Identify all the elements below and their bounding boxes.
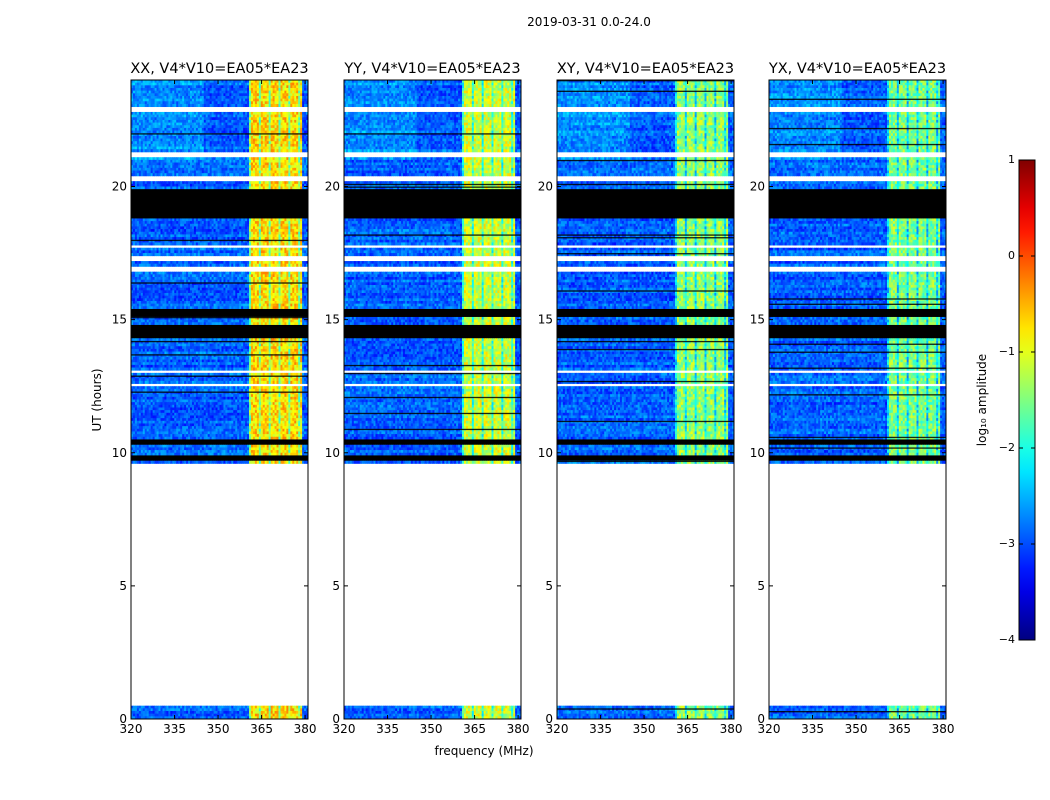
figure-suptitle: 2019-03-31 0.0-24.0 [527,15,651,29]
colorbar-tick-label: −2 [999,441,1015,454]
y-tick-label: 0 [545,712,553,726]
x-tick-label: 320 [333,722,356,736]
x-tick-label: 320 [120,722,143,736]
y-tick-label: 0 [119,712,127,726]
y-tick-label: 10 [750,446,765,460]
panels-group: 320 335 350 365 380 0 5 10 15 20 XX, V4*V10=EA05*E… [112,61,955,736]
panel-xy: 320 335 350 365 380 0 5 10 15 20 XY, V4*V10=EA05*E… [538,61,743,736]
y-tick-label: 15 [325,313,340,327]
y-axis-label: UT (hours) [90,368,104,431]
panel-yx: 320 335 350 365 380 0 5 10 15 20 YX, V4*V10=EA05*E… [750,61,955,736]
y-tick-label: 20 [538,180,553,194]
colorbar-gradient [1018,159,1036,641]
y-tick-label: 20 [325,180,340,194]
panel-image [131,80,308,719]
colorbar-tick-label: −3 [999,537,1015,550]
x-tick-label: 335 [589,722,612,736]
y-tick-label: 15 [538,313,553,327]
y-tick-label: 10 [112,446,127,460]
y-tick-label: 20 [750,180,765,194]
y-tick-label: 0 [757,712,765,726]
panel-xx: 320 335 350 365 380 0 5 10 15 20 XX, V4*V10=EA05*E… [112,61,317,736]
panel-yy: 320 335 350 365 380 0 5 10 15 20 YY, V4*V10=EA05*E… [325,61,530,736]
panel-frame [556,79,735,720]
y-tick-label: 15 [750,313,765,327]
panel-title: YX, V4*V10=EA05*EA23 [768,61,946,77]
x-tick-label: 365 [463,722,486,736]
x-tick-label: 335 [163,722,186,736]
panel-image [344,80,521,719]
colorbar-tick-label: −4 [999,633,1015,646]
y-tick-label: 20 [112,180,127,194]
panel-frame [343,79,522,720]
x-tick-label: 350 [420,722,443,736]
x-tick-label: 380 [932,722,955,736]
y-tick-label: 10 [325,446,340,460]
y-tick-label: 5 [757,579,765,593]
x-tick-label: 365 [676,722,699,736]
colorbar: −4 −3 −2 −1 0 1 [999,153,1036,646]
x-tick-label: 320 [758,722,781,736]
colorbar-tick-label: −1 [999,345,1015,358]
x-tick-label: 320 [546,722,569,736]
x-tick-label: 365 [888,722,911,736]
x-tick-label: 365 [250,722,273,736]
x-tick-label: 350 [207,722,230,736]
panel-image [769,80,946,719]
y-tick-label: 5 [119,579,127,593]
x-tick-label: 335 [801,722,824,736]
panel-frame [768,79,947,720]
y-tick-label: 15 [112,313,127,327]
x-tick-label: 380 [294,722,317,736]
y-tick-label: 5 [545,579,553,593]
y-tick-label: 10 [538,446,553,460]
x-tick-label: 335 [376,722,399,736]
panel-title: XX, V4*V10=EA05*EA23 [130,61,308,77]
colorbar-label: log₁₀ amplitude [975,354,989,446]
panel-frame [130,79,309,720]
y-tick-label: 5 [332,579,340,593]
panel-image [557,80,734,719]
x-tick-label: 380 [507,722,530,736]
colorbar-tick-label: 1 [1008,153,1015,166]
panel-title: XY, V4*V10=EA05*EA23 [557,61,734,77]
y-tick-label: 0 [332,712,340,726]
colorbar-tick-label: 0 [1008,249,1015,262]
x-axis-label: frequency (MHz) [434,744,533,758]
x-tick-label: 350 [633,722,656,736]
panel-title: YY, V4*V10=EA05*EA23 [343,61,520,77]
x-tick-label: 380 [720,722,743,736]
x-tick-label: 350 [845,722,868,736]
